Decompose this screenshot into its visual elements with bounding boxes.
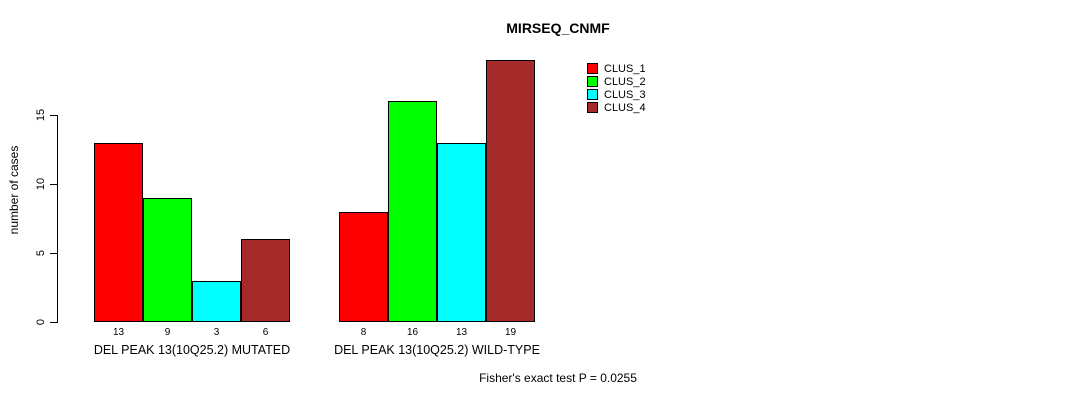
- bar-value-label: 13: [455, 327, 468, 338]
- bar-value-label: 13: [112, 327, 125, 338]
- bar-clus_4-group1: [241, 239, 290, 322]
- legend-swatch-clus_1: [587, 63, 598, 74]
- legend-row-clus_3: CLUS_3: [587, 88, 646, 101]
- y-tick-mark: [50, 115, 57, 116]
- legend-row-clus_2: CLUS_2: [587, 75, 646, 88]
- legend-swatch-clus_3: [587, 89, 598, 100]
- legend-label: CLUS_3: [604, 88, 646, 101]
- bar-clus_2-group2: [388, 101, 437, 322]
- y-axis-label: number of cases: [7, 145, 21, 235]
- y-tick-mark: [50, 253, 57, 254]
- category-label-group1: DEL PEAK 13(10Q25.2) MUTATED: [93, 343, 291, 357]
- bar-clus_1-group1: [94, 142, 143, 322]
- y-tick-label: 15: [35, 108, 47, 122]
- legend-swatch-clus_4: [587, 102, 598, 113]
- category-label-group2: DEL PEAK 13(10Q25.2) WILD-TYPE: [334, 343, 540, 357]
- y-tick-label: 5: [35, 249, 47, 257]
- legend-row-clus_4: CLUS_4: [587, 101, 646, 114]
- legend-label: CLUS_2: [604, 75, 646, 88]
- bar-value-label: 19: [504, 327, 517, 338]
- legend-row-clus_1: CLUS_1: [587, 62, 646, 75]
- bar-clus_2-group1: [143, 197, 192, 322]
- y-tick-mark: [50, 184, 57, 185]
- bar-value-label: 6: [262, 327, 269, 338]
- chart-title: MIRSEQ_CNMF: [506, 20, 610, 36]
- legend-label: CLUS_4: [604, 101, 646, 114]
- fisher-test-annotation: Fisher's exact test P = 0.0255: [479, 371, 637, 385]
- bar-value-label: 9: [164, 327, 171, 338]
- y-tick-label: 10: [35, 177, 47, 191]
- bar-clus_1-group2: [339, 211, 388, 322]
- bar-clus_3-group1: [192, 280, 241, 322]
- bar-clus_4-group2: [486, 59, 535, 322]
- legend: CLUS_1 CLUS_2 CLUS_3 CLUS_4: [587, 62, 646, 114]
- bar-clus_3-group2: [437, 142, 486, 322]
- y-tick-label: 0: [35, 318, 47, 326]
- bar-value-label: 16: [406, 327, 419, 338]
- y-axis-line: [57, 115, 58, 323]
- legend-swatch-clus_2: [587, 76, 598, 87]
- y-tick-mark: [50, 322, 57, 323]
- bar-value-label: 3: [213, 327, 220, 338]
- bar-value-label: 8: [360, 327, 367, 338]
- legend-label: CLUS_1: [604, 62, 646, 75]
